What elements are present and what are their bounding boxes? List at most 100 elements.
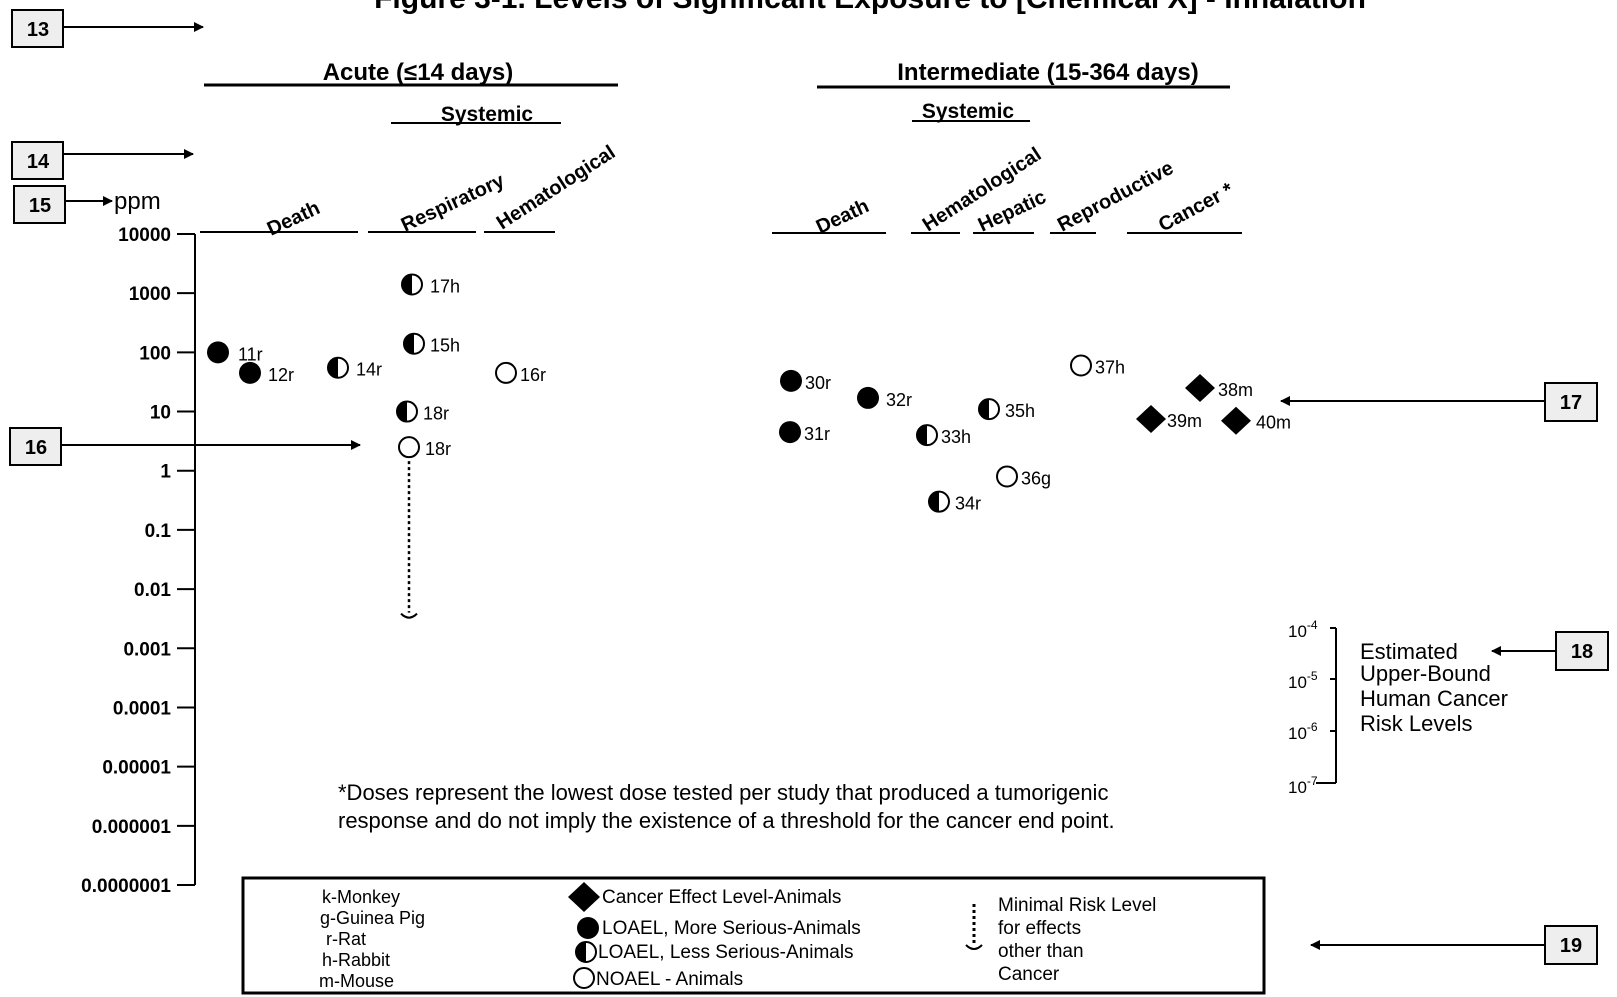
intermediate-group-label: Intermediate (15-364 days) <box>897 59 1198 86</box>
marker-cancer <box>1136 404 1166 433</box>
point-label: 34r <box>955 494 981 514</box>
risk-tick-1e-5: 10-5 <box>1288 669 1318 692</box>
point-label: 18r <box>423 404 449 424</box>
point-16r-7: 16r <box>495 361 546 385</box>
point-38m-16: 38m <box>1185 373 1253 402</box>
y-tick-label: 1000 <box>129 284 171 305</box>
legend-mrl-icon <box>965 904 983 950</box>
y-tick-label: 1 <box>160 462 171 483</box>
legend-species-rabbit: h-Rabbit <box>322 950 390 970</box>
y-axis: ppm 10000 1000 100 10 1 0.1 0.01 0.001 0.0001 0.0… <box>81 188 196 897</box>
point-label: 39m <box>1167 411 1202 431</box>
mrl-line <box>400 461 418 619</box>
point-40m-18: 40m <box>1221 406 1291 435</box>
category-headers: Death Respiratory Hematological Death He… <box>200 141 1242 241</box>
point-34r-12: 34r <box>928 490 981 514</box>
y-tick-label: 0.0000001 <box>81 876 171 897</box>
point-32r-10: 32r <box>857 386 912 410</box>
legend-loael-less-icon <box>575 941 597 963</box>
callout-17-label: 17 <box>1560 392 1582 414</box>
point-label: 35h <box>1005 401 1035 421</box>
point-label: 15h <box>430 336 460 356</box>
risk-label-1: Estimated <box>1360 639 1458 664</box>
callout-13-label: 13 <box>27 19 49 41</box>
point-label: 17h <box>430 277 460 297</box>
legend-species-rat: r-Rat <box>326 929 366 949</box>
point-17h-3: 17h <box>401 273 460 297</box>
point-12r-1: 12r <box>239 361 294 385</box>
marker-loael-less-fill <box>404 333 414 354</box>
callout-13: 13 <box>11 9 204 48</box>
callout-16: 16 <box>9 427 361 466</box>
point-15h-4: 15h <box>403 332 460 356</box>
risk-tick-1e-7: 10-7 <box>1288 774 1318 797</box>
point-label: 38m <box>1218 380 1253 400</box>
marker-loael-less-fill <box>979 399 989 420</box>
marker-loael-less-fill <box>397 401 407 422</box>
cancer-risk-scale: 10-4 10-5 10-6 10-7 Estimated Upper-Boun… <box>1288 618 1508 797</box>
marker-noael <box>996 465 1018 488</box>
point-label: 18r <box>425 439 451 459</box>
marker-loael-serious <box>857 386 879 409</box>
footnote-line-2: response and do not imply the existence … <box>338 808 1115 833</box>
legend-noael-icon <box>573 967 595 989</box>
marker-loael-serious <box>780 369 802 392</box>
legend-cancer-diamond-icon <box>568 882 600 912</box>
marker-loael-serious <box>779 421 801 444</box>
marker-cancer <box>1221 406 1251 435</box>
legend: k-Monkey g-Guinea Pig r-Rat h-Rabbit m-M… <box>241 876 1266 995</box>
marker-loael-less-fill <box>402 274 412 295</box>
legend-loael-serious-icon <box>577 917 599 939</box>
acute-group-label: Acute (≤14 days) <box>323 59 514 86</box>
y-tick-label: 0.0001 <box>113 698 172 719</box>
category-acute-respiratory: Respiratory <box>398 169 509 236</box>
point-33h-11: 33h <box>916 424 971 447</box>
point-39m-17: 39m <box>1136 404 1202 433</box>
y-tick-label: 10 <box>150 403 171 424</box>
marker-loael-less-fill <box>328 357 338 378</box>
point-35h-13: 35h <box>978 398 1035 421</box>
mrl-end-bracket <box>400 612 418 619</box>
risk-label-4: Risk Levels <box>1360 711 1472 736</box>
marker-loael-less-fill <box>929 491 939 512</box>
intermediate-group-header: Intermediate (15-364 days) Systemic <box>817 59 1230 123</box>
legend-species-mouse: m-Mouse <box>319 971 394 991</box>
point-label: 32r <box>886 390 912 410</box>
point-label: 30r <box>805 373 831 393</box>
point-37h-15: 37h <box>1070 354 1125 377</box>
legend-mrl-line-3: other than <box>998 941 1084 962</box>
footnote-line-1: *Doses represent the lowest dose tested … <box>338 780 1108 805</box>
marker-loael-serious <box>207 341 229 364</box>
callout-18-label: 18 <box>1571 641 1593 663</box>
y-tick-label: 0.00001 <box>102 758 171 779</box>
legend-species-guinea-pig: g-Guinea Pig <box>320 908 425 928</box>
y-tick-label: 10000 <box>118 225 171 246</box>
category-int-cancer: Cancer * <box>1155 179 1237 237</box>
risk-label-2: Upper-Bound <box>1360 661 1491 686</box>
point-36g-14: 36g <box>996 465 1051 488</box>
y-axis-label: ppm <box>114 188 161 215</box>
legend-cancer-label: Cancer Effect Level-Animals <box>602 887 841 908</box>
point-18r-5: 18r <box>396 400 449 424</box>
callout-14-label: 14 <box>27 151 50 173</box>
point-14r-2: 14r <box>327 356 382 380</box>
callout-15-label: 15 <box>29 195 51 217</box>
callout-18: 18 <box>1491 631 1609 671</box>
figure-title: Figure 3-1. Levels of Significant Exposu… <box>374 0 1366 15</box>
point-31r-9: 31r <box>779 421 830 444</box>
legend-mrl-line-1: Minimal Risk Level <box>998 895 1156 916</box>
callout-15: 15 <box>13 185 113 224</box>
y-tick-label: 0.1 <box>145 521 172 542</box>
intermediate-systemic-label: Systemic <box>922 100 1015 123</box>
category-acute-death: Death <box>264 197 324 240</box>
point-label: 14r <box>356 360 382 380</box>
category-acute-hematological: Hematological <box>493 141 620 234</box>
marker-noael <box>495 361 517 384</box>
point-label: 16r <box>520 365 546 385</box>
point-label: 11r <box>238 344 263 364</box>
point-11r-0: 11r <box>207 341 263 364</box>
legend-species-monkey: k-Monkey <box>322 887 400 907</box>
legend-mrl-line-4: Cancer <box>998 964 1060 985</box>
